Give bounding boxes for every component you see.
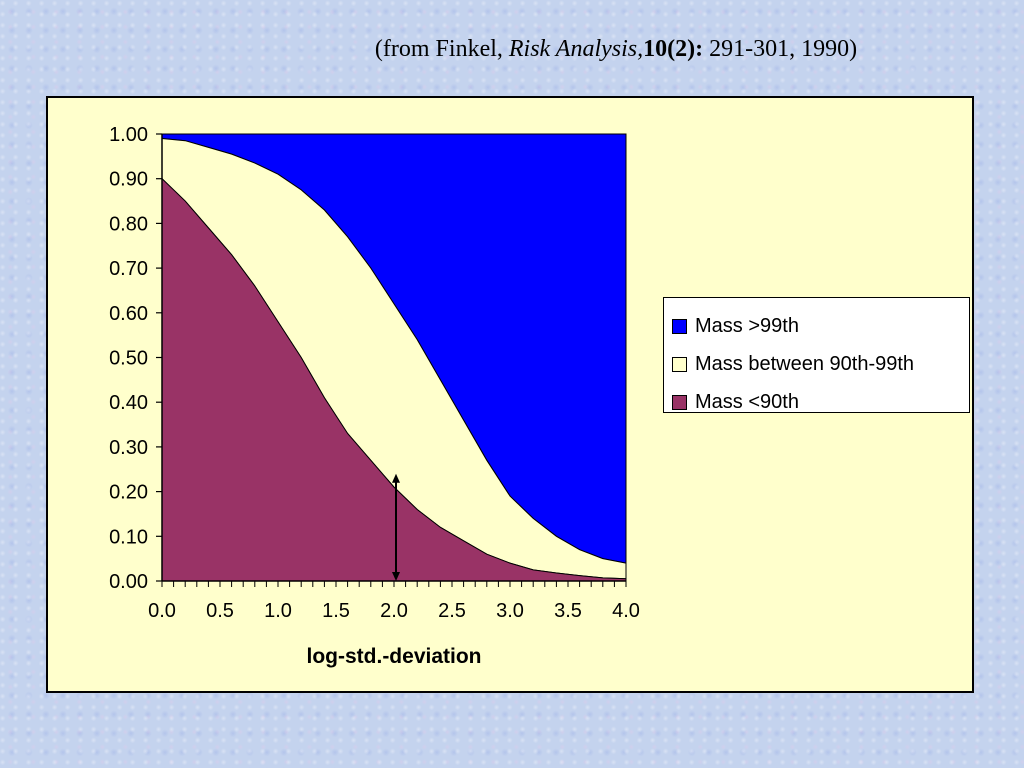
citation: (from Finkel, Risk Analysis,10(2): 291-3… [0,36,1024,63]
y-tick-label: 0.70 [109,258,148,280]
x-tick-label: 1.0 [264,600,292,622]
x-tick-label: 3.0 [496,600,524,622]
x-tick-label: 0.0 [148,600,176,622]
y-tick-label: 0.30 [109,437,148,459]
y-tick-label: 0.80 [109,213,148,235]
legend-swatch-mass-below-90th [672,394,687,410]
annotation-arrow-head-down [392,572,400,581]
x-tick-label: 0.5 [206,600,234,622]
citation-volume: 10(2): [643,36,704,62]
y-tick-label: 0.20 [109,482,148,504]
x-axis-title: log-std.-deviation [307,645,482,668]
legend-label-mass-above-99th: Mass >99th [695,314,799,337]
y-tick-label: 0.50 [109,348,148,370]
x-tick-label: 2.0 [380,600,408,622]
area-mass-below-90th [161,177,627,582]
x-tick-label: 2.5 [438,600,466,622]
annotation-arrow-head-up [392,473,400,483]
legend-item-mass-above-99th: Mass >99th [672,307,969,345]
legend-swatch-mass-above-99th [672,318,687,334]
y-tick-label: 0.10 [109,526,148,548]
x-tick-label: 4.0 [612,600,640,622]
legend-label-mass-between: Mass between 90th-99th [695,352,915,375]
legend-swatch-mass-between [672,356,687,372]
legend-label-mass-below-90th: Mass <90th [695,390,799,413]
legend-item-mass-between: Mass between 90th-99th [672,345,969,383]
citation-journal: Risk Analysis, [508,36,644,62]
y-tick-label: 1.00 [109,124,148,146]
legend: Mass >99th Mass between 90th-99th Mass <… [663,297,970,413]
y-tick-label: 0.40 [109,392,148,414]
legend-item-mass-below-90th: Mass <90th [672,383,969,421]
x-tick-label: 1.5 [322,600,350,622]
y-tick-label: 0.60 [109,303,148,325]
citation-prefix: (from Finkel, [374,36,509,62]
y-tick-label: 0.00 [109,571,148,593]
citation-suffix: 291-301, 1990) [703,36,858,62]
y-tick-label: 0.90 [109,169,148,191]
x-tick-label: 3.5 [554,600,582,622]
